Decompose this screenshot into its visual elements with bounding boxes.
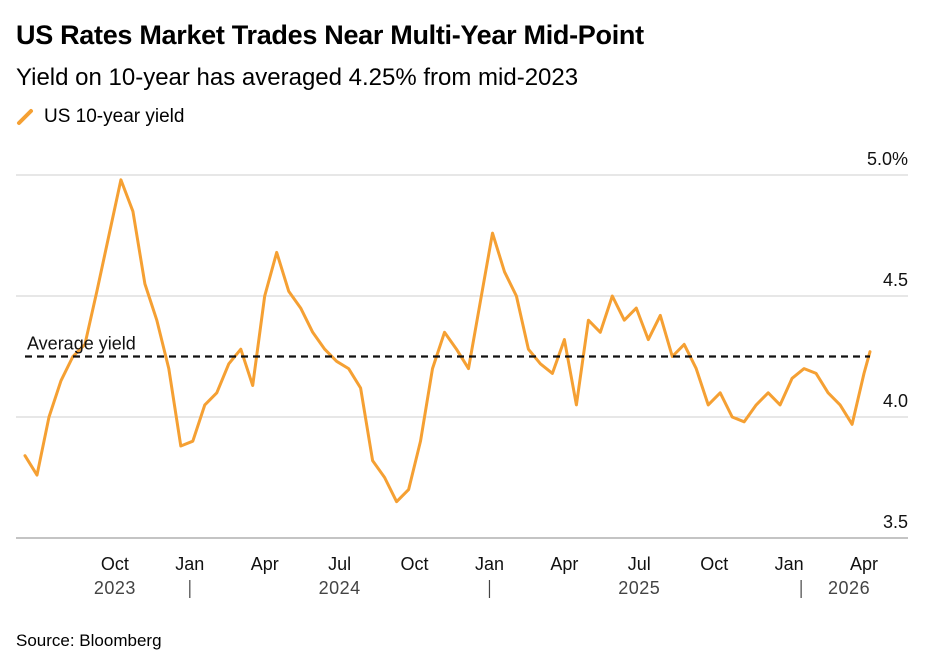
x-tick-label: Oct	[401, 554, 429, 574]
x-tick-label: Oct	[700, 554, 728, 574]
x-tick-label: Jan	[175, 554, 204, 574]
legend-swatch-icon	[17, 109, 33, 125]
source-note: Source: Bloomberg	[16, 631, 162, 650]
x-tick-label: Apr	[550, 554, 578, 574]
legend-label: US 10-year yield	[44, 106, 185, 127]
average-label: Average yield	[27, 334, 136, 354]
y-tick-label: 4.0	[883, 391, 908, 411]
x-tick-label: Jul	[328, 554, 351, 574]
y-tick-label: 3.5	[883, 512, 908, 532]
chart-subtitle: Yield on 10-year has averaged 4.25% from…	[16, 64, 579, 91]
x-tick-label: Jan	[475, 554, 504, 574]
year-label: 2025	[618, 578, 660, 598]
series-line	[23, 178, 872, 504]
x-tick-label: Apr	[850, 554, 878, 574]
x-tick-label: Apr	[251, 554, 279, 574]
y-tick-label: 5.0%	[867, 149, 908, 169]
x-tick-label: Jan	[775, 554, 804, 574]
x-tick-label: Jul	[628, 554, 651, 574]
y-tick-label: 4.5	[883, 270, 908, 290]
legend: US 10-year yield	[16, 106, 184, 128]
chart-title: US Rates Market Trades Near Multi-Year M…	[16, 20, 644, 50]
year-label: 2023	[94, 578, 136, 598]
year-label: 2026	[828, 578, 870, 598]
year-label: 2024	[319, 578, 361, 598]
x-tick-label: Oct	[101, 554, 129, 574]
